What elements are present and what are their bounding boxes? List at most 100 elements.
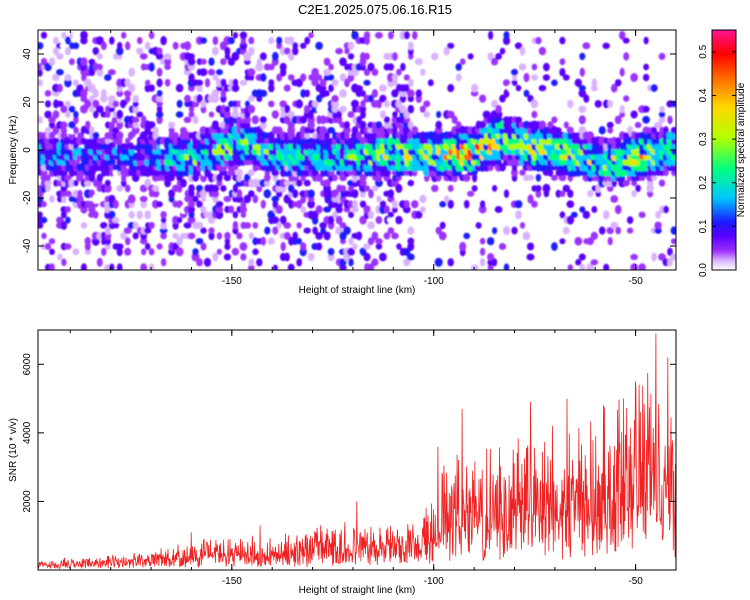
- spectrogram-cell: [535, 185, 542, 192]
- spectrogram-cell: [192, 248, 199, 256]
- spectrogram-cell: [538, 120, 547, 130]
- spectrogram-cell: [586, 142, 594, 151]
- spectrogram-cell: [235, 195, 244, 203]
- spectrogram-cell: [85, 200, 91, 208]
- spectrogram-cell: [72, 79, 79, 87]
- spectrogram-cell: [191, 100, 200, 108]
- spectrogram-cell: [319, 163, 327, 171]
- spectrogram-cell: [567, 264, 573, 270]
- spectrogram-cell: [252, 222, 259, 229]
- spectrogram-cell: [463, 173, 471, 182]
- spectrogram-cell: [514, 116, 523, 124]
- spectrogram-cell: [180, 178, 187, 188]
- spectrogram-cell: [272, 226, 279, 235]
- spectrogram-cell: [44, 243, 52, 250]
- spectrogram-cell: [467, 116, 474, 124]
- spectrogram-cell: [280, 241, 286, 252]
- spectrogram-cell: [619, 131, 626, 141]
- spectrogram-cell: [148, 31, 155, 40]
- spectrogram-cell: [139, 53, 148, 60]
- spectrogram-cell: [247, 68, 256, 77]
- spectrogram-cell: [236, 153, 243, 160]
- spectrogram-cell: [378, 84, 387, 92]
- colorbar-tick-label: 0.1: [698, 219, 709, 233]
- spectrogram-cell: [487, 263, 494, 270]
- spectrogram-cell: [347, 53, 355, 60]
- spectrogram-cell: [275, 126, 283, 135]
- spectrogram-cell: [300, 73, 307, 82]
- spectrogram-cell: [542, 183, 551, 193]
- spectrogram-cell: [495, 104, 502, 114]
- spectrogram-cell: [407, 179, 415, 187]
- spectrogram-cell: [196, 258, 203, 267]
- spectrogram-cell: [327, 127, 336, 134]
- spectrogram-cell: [84, 237, 92, 246]
- spectrogram-cell: [415, 210, 423, 219]
- spectrogram-cell: [579, 264, 586, 270]
- spectrogram-cell: [614, 204, 622, 215]
- spectrogram-cell: [252, 194, 259, 204]
- spectrogram-cell: [244, 100, 250, 108]
- spectrogram-cell: [220, 58, 227, 66]
- spectrogram-cell: [344, 131, 350, 140]
- spectrogram-cell: [559, 190, 566, 197]
- spectrogram-cell: [531, 74, 538, 81]
- spectrogram-cell: [105, 163, 111, 172]
- spectrogram-cell: [356, 131, 362, 140]
- spectrogram-cell: [323, 231, 331, 241]
- spectrogram-cell: [132, 100, 139, 108]
- spectrogram-cell: [434, 257, 443, 267]
- spectrogram-cell: [196, 83, 203, 93]
- spectrogram-cell: [654, 227, 662, 234]
- spectrogram-cell: [88, 58, 96, 65]
- spectrogram-cell: [264, 173, 271, 182]
- spectrogram-cell: [339, 89, 347, 98]
- spectrogram-cell: [276, 73, 283, 82]
- spectrogram-cell: [455, 73, 462, 82]
- spectrogram-cell: [61, 194, 67, 204]
- spectrogram-cell: [65, 162, 71, 172]
- spectrogram-cell: [479, 200, 486, 208]
- spectrogram-cell: [507, 84, 514, 92]
- spectrogram-cell: [619, 111, 625, 118]
- spectrogram-cell: [606, 121, 614, 129]
- spectrogram-cell: [220, 104, 227, 114]
- spectrogram-cell: [212, 36, 219, 45]
- spectrogram-cell: [224, 231, 231, 240]
- spectrogram-cell: [526, 174, 535, 181]
- spectrogram-cell: [579, 52, 586, 61]
- spectrogram-cell: [84, 163, 91, 172]
- spectrogram-cell: [40, 216, 48, 224]
- spectrogram-cell: [359, 120, 367, 130]
- spectrogram-x-tick-label: -100: [424, 276, 444, 287]
- spectrogram-cell: [436, 111, 442, 118]
- spectrogram-cell: [598, 126, 606, 135]
- spectrogram-cell: [208, 227, 215, 234]
- spectrogram-cell: [607, 237, 613, 246]
- spectrogram-cell: [243, 222, 252, 229]
- spectrogram-cell: [267, 237, 275, 245]
- spectrogram-cell: [551, 242, 558, 251]
- spectrogram-cell: [100, 222, 108, 229]
- spectrogram-cell: [45, 184, 51, 192]
- spectrogram-cell: [535, 189, 542, 198]
- spectrogram-cell: [156, 174, 163, 182]
- spectrogram-cell: [598, 226, 606, 235]
- spectrogram-cell: [531, 200, 538, 208]
- spectrogram-cell: [168, 189, 176, 198]
- colorbar-tick-label: 0.3: [698, 132, 709, 146]
- spectrogram-cell: [156, 100, 163, 107]
- spectrogram-y-tick-label: 20: [22, 96, 33, 108]
- spectrogram-cell: [76, 173, 84, 182]
- spectrogram-cell: [60, 105, 68, 113]
- spectrogram-cell: [240, 211, 247, 218]
- spectrogram-cell: [387, 211, 394, 218]
- spectrogram-cell: [248, 232, 254, 240]
- spectrogram-cell: [152, 185, 160, 192]
- spectrogram-cell: [300, 89, 307, 98]
- spectrogram-cell: [315, 232, 323, 240]
- spectrogram-cell: [566, 126, 574, 134]
- spectrogram-cell: [119, 99, 128, 109]
- spectrogram-cell: [487, 253, 495, 261]
- spectrogram-cell: [248, 258, 255, 266]
